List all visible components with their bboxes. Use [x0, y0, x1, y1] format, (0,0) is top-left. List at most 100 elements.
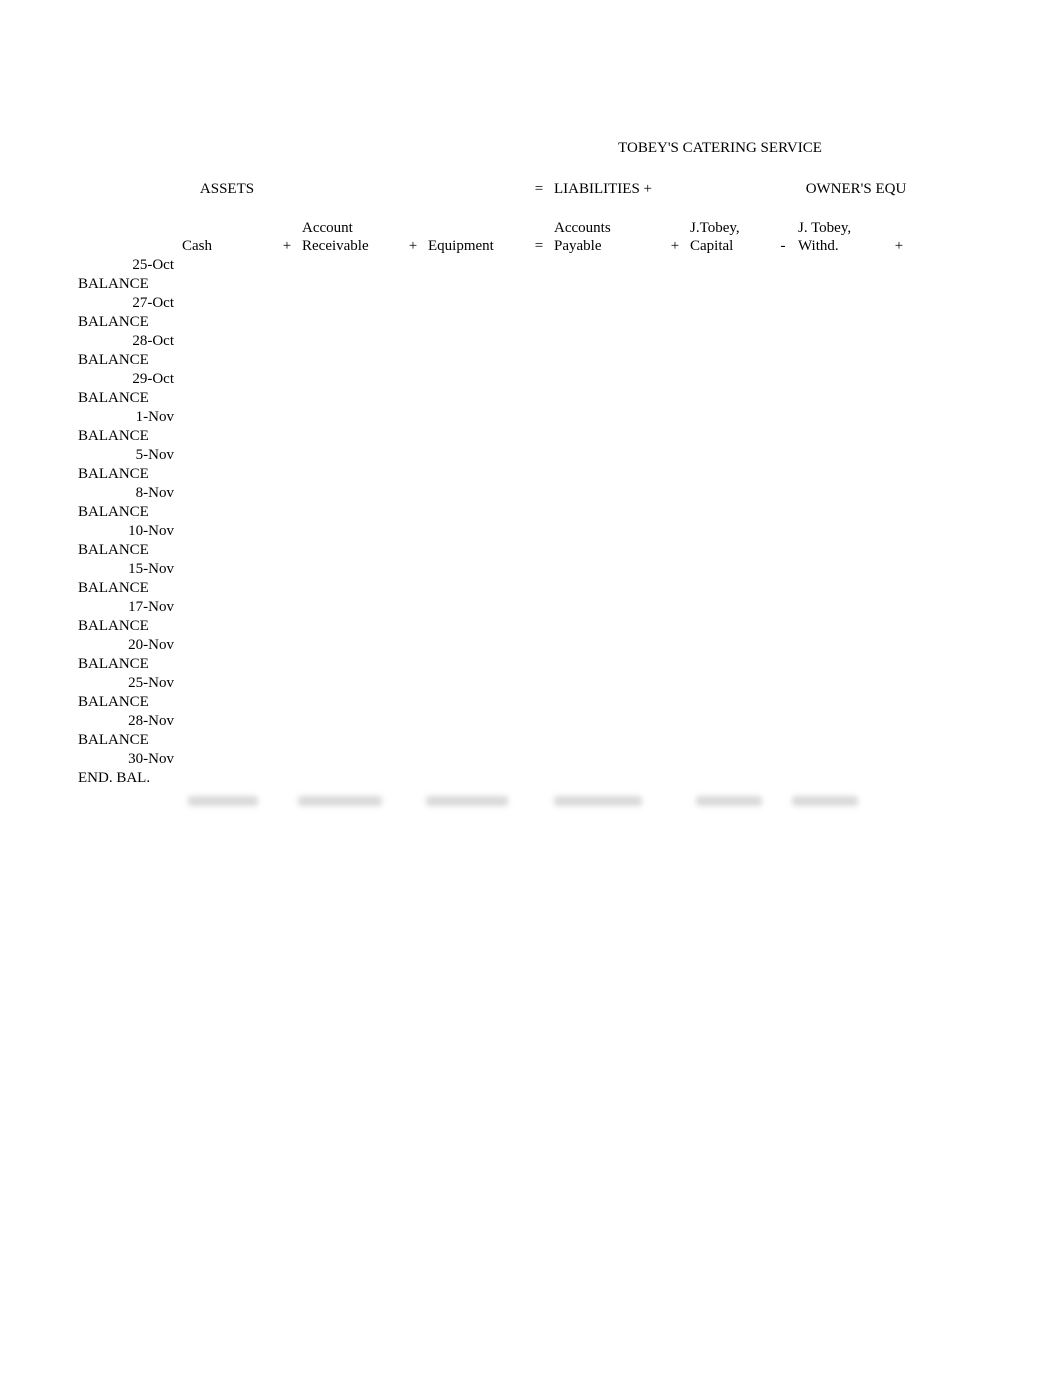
header-op1: +	[272, 219, 302, 255]
blank-line	[884, 219, 914, 237]
row-date: 30-Nov	[78, 751, 182, 770]
header-cash-text: Cash	[182, 237, 272, 255]
table-row: 27-Oct	[78, 295, 1062, 314]
blur-cash	[188, 796, 258, 806]
row-end-balance: END. BAL.	[78, 770, 174, 789]
header-cash: Cash	[182, 219, 272, 255]
blur-withd	[792, 796, 858, 806]
category-owners-equity: OWNER'S EQU	[798, 181, 914, 201]
row-date: 10-Nov	[78, 523, 182, 542]
blank-line	[524, 219, 554, 237]
row-date: 25-Oct	[78, 257, 182, 276]
row-balance: BALANCE	[78, 656, 174, 675]
table-row: BALANCE	[78, 466, 1062, 485]
table-row: 5-Nov	[78, 447, 1062, 466]
header-op2: +	[398, 219, 428, 255]
row-balance: BALANCE	[78, 542, 174, 561]
header-op6: +	[884, 219, 914, 255]
blur-ar	[298, 796, 382, 806]
spacer	[660, 181, 690, 201]
header-op4: +	[660, 219, 690, 255]
page: TOBEY'S CATERING SERVICE ASSETS = LIABIL…	[0, 0, 1062, 813]
blank-line	[768, 219, 798, 237]
header-accounts-payable: Accounts Payable	[554, 219, 660, 255]
table-row: BALANCE	[78, 352, 1062, 371]
category-eq: =	[524, 181, 554, 201]
row-date: 15-Nov	[78, 561, 182, 580]
row-balance: BALANCE	[78, 618, 174, 637]
row-balance: BALANCE	[78, 580, 174, 599]
row-date: 5-Nov	[78, 447, 182, 466]
table-row: 1-Nov	[78, 409, 1062, 428]
op-eq: =	[524, 237, 554, 255]
row-balance: BALANCE	[78, 466, 174, 485]
blur-capital	[696, 796, 762, 806]
table-row: BALANCE	[78, 390, 1062, 409]
row-balance: BALANCE	[78, 390, 174, 409]
op-plus: +	[398, 237, 428, 255]
table-row: BALANCE	[78, 580, 1062, 599]
table-row: END. BAL.	[78, 770, 1062, 789]
table-row: 10-Nov	[78, 523, 1062, 542]
page-title: TOBEY'S CATERING SERVICE	[78, 140, 1062, 157]
op-plus: +	[660, 237, 690, 255]
table-row: 28-Oct	[78, 333, 1062, 352]
blank-line	[182, 219, 272, 237]
table-row: BALANCE	[78, 694, 1062, 713]
table-row: 30-Nov	[78, 751, 1062, 770]
blank-line	[272, 219, 302, 237]
row-balance: BALANCE	[78, 732, 174, 751]
row-date: 29-Oct	[78, 371, 182, 390]
row-balance: BALANCE	[78, 428, 174, 447]
spacer	[302, 181, 398, 201]
row-balance: BALANCE	[78, 276, 174, 295]
table-row: 20-Nov	[78, 637, 1062, 656]
row-balance: BALANCE	[78, 504, 174, 523]
blank-line	[398, 219, 428, 237]
spacer	[78, 219, 182, 255]
header-withd: J. Tobey, Withd.	[798, 219, 884, 255]
row-balance: BALANCE	[78, 352, 174, 371]
table-row: BALANCE	[78, 276, 1062, 295]
table-row: BALANCE	[78, 428, 1062, 447]
op-plus: +	[272, 237, 302, 255]
table-row: 15-Nov	[78, 561, 1062, 580]
header-ar-l2: Receivable	[302, 237, 398, 255]
rows-container: 25-OctBALANCE27-OctBALANCE28-OctBALANCE2…	[78, 257, 1062, 789]
header-equipment: Equipment	[428, 219, 524, 255]
header-withd-l1: J. Tobey,	[798, 219, 884, 237]
row-date: 17-Nov	[78, 599, 182, 618]
row-balance: BALANCE	[78, 694, 174, 713]
table-row: 17-Nov	[78, 599, 1062, 618]
header-ar-l1: Account	[302, 219, 398, 237]
op-plus: +	[884, 237, 914, 255]
header-op3: =	[524, 219, 554, 255]
header-capital-l2: Capital	[690, 237, 768, 255]
row-date: 28-Nov	[78, 713, 182, 732]
table-row: BALANCE	[78, 656, 1062, 675]
table-row: BALANCE	[78, 504, 1062, 523]
spacer	[272, 181, 302, 201]
table-row: BALANCE	[78, 542, 1062, 561]
header-equipment-text: Equipment	[428, 237, 524, 255]
spacer	[428, 181, 524, 201]
category-row: ASSETS = LIABILITIES + OWNER'S EQU	[78, 181, 1062, 201]
row-date: 1-Nov	[78, 409, 182, 428]
table-row: 25-Nov	[78, 675, 1062, 694]
row-date: 28-Oct	[78, 333, 182, 352]
table-row: 29-Oct	[78, 371, 1062, 390]
header-capital-l1: J.Tobey,	[690, 219, 768, 237]
row-date: 25-Nov	[78, 675, 182, 694]
table-row: 28-Nov	[78, 713, 1062, 732]
op-minus: -	[768, 237, 798, 255]
row-balance: BALANCE	[78, 314, 174, 333]
header-capital: J.Tobey, Capital	[690, 219, 768, 255]
header-withd-l2: Withd.	[798, 237, 884, 255]
blur-equipment	[426, 796, 508, 806]
blank-line	[660, 219, 690, 237]
header-op5: -	[768, 219, 798, 255]
table-row: 8-Nov	[78, 485, 1062, 504]
category-liabilities: LIABILITIES +	[554, 181, 660, 201]
row-date: 8-Nov	[78, 485, 182, 504]
spacer	[768, 181, 798, 201]
